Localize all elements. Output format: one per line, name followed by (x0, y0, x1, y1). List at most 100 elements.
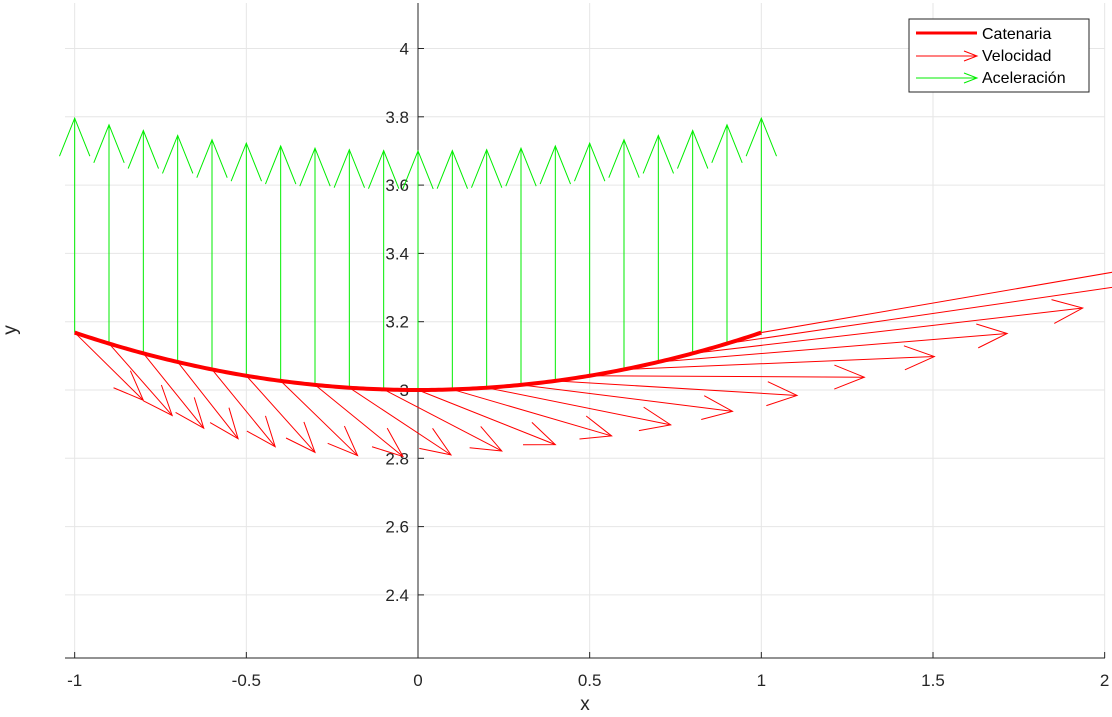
x-tick-label: 1.5 (921, 671, 945, 690)
acceleration-arrow (711, 123, 743, 344)
acceleration-arrows (59, 116, 777, 390)
velocity-arrow (726, 286, 1112, 345)
velocity-arrow (692, 299, 1085, 354)
velocity-arrow-shaft (245, 375, 316, 453)
acceleration-arrow-head (471, 148, 503, 188)
acceleration-arrow (265, 144, 297, 381)
acceleration-arrow-head (59, 116, 91, 157)
velocity-arrow-head (638, 406, 673, 432)
acceleration-arrow (676, 129, 709, 354)
acceleration-arrow (59, 116, 91, 333)
acceleration-arrow (608, 138, 640, 370)
velocity-arrow-shaft (658, 332, 1008, 363)
velocity-arrow-shaft (314, 384, 404, 457)
velocity-arrow (623, 345, 936, 371)
acceleration-arrow (299, 146, 331, 385)
axes (65, 3, 1105, 659)
acceleration-arrow-head (505, 146, 537, 187)
catenary-line (74, 330, 762, 392)
velocity-arrow-shaft (589, 375, 865, 378)
acceleration-arrow (539, 144, 571, 381)
velocity-arrow (314, 384, 404, 458)
acceleration-arrow-head (299, 146, 331, 187)
x-tick-label: -1 (67, 671, 82, 690)
legend-label-velocidad: Velocidad (982, 48, 1051, 65)
y-tick-label: 2.8 (385, 449, 409, 468)
velocity-arrow (520, 384, 734, 421)
acceleration-arrow-head (127, 129, 160, 169)
velocity-arrow (589, 364, 866, 390)
velocity-arrow-head (209, 407, 239, 440)
acceleration-arrow (471, 148, 503, 388)
velocity-arrow-head (285, 421, 316, 454)
y-tick-label: 4 (400, 40, 409, 59)
acceleration-arrow (230, 141, 262, 376)
x-axis-label: x (580, 694, 590, 715)
velocity-arrow-head (701, 395, 734, 421)
velocity-arrow-head (327, 425, 359, 457)
velocity-arrow (383, 388, 503, 452)
velocity-arrow-shaft (692, 307, 1083, 354)
velocity-arrows (74, 271, 1112, 458)
velocity-arrow (555, 380, 799, 407)
velocity-arrow-head (371, 427, 404, 458)
velocity-arrow (658, 323, 1009, 363)
velocity-arrow (211, 369, 277, 448)
velocity-arrow-shaft (108, 343, 173, 416)
acceleration-arrow-head (539, 144, 571, 185)
acceleration-arrow-head (574, 141, 606, 182)
x-ticks: -1 -0.5 0 0.5 1 1.5 2 (67, 652, 1109, 690)
y-tick-label: 2.6 (385, 518, 409, 537)
acceleration-arrow (574, 141, 606, 376)
velocity-arrow (349, 387, 453, 456)
velocity-arrow-head (976, 323, 1009, 349)
legend-label-catenaria: Catenaria (982, 26, 1051, 43)
velocity-arrow-shaft (177, 361, 239, 439)
acceleration-arrow-head (333, 148, 365, 188)
acceleration-arrow-head (162, 134, 194, 174)
velocity-arrow-shaft (417, 389, 556, 446)
y-ticks: 2.42.62.833.23.43.63.84 (385, 40, 424, 605)
acceleration-arrow-head (93, 123, 125, 163)
velocity-arrow-head (143, 384, 174, 417)
acceleration-arrow (745, 116, 777, 333)
catenary-series (74, 330, 762, 392)
acceleration-arrow (436, 149, 468, 390)
velocity-arrow-head (523, 422, 557, 446)
velocity-arrow-head (834, 364, 866, 390)
velocity-arrow (761, 271, 1112, 334)
velocity-arrow-shaft (452, 388, 612, 437)
velocity-arrow (245, 375, 316, 454)
acceleration-arrow-head (230, 141, 262, 182)
acceleration-arrow (93, 123, 125, 344)
velocity-arrow-head (766, 381, 799, 407)
y-tick-label: 2.4 (385, 586, 409, 605)
velocity-arrow (417, 389, 557, 446)
velocity-arrow (74, 332, 145, 402)
legend: Catenaria Velocidad Aceleración (908, 18, 1090, 93)
acceleration-arrow-head (745, 116, 777, 157)
acceleration-arrow (505, 146, 537, 385)
acceleration-arrow-head (676, 129, 709, 169)
velocity-arrow-head (469, 426, 503, 452)
velocity-arrow-shaft (726, 286, 1112, 345)
velocity-arrow-shaft (383, 388, 503, 452)
x-tick-label: 0.5 (578, 671, 602, 690)
acceleration-arrow-head (402, 149, 434, 190)
y-axis-label: y (0, 325, 21, 335)
velocity-arrow (486, 387, 673, 432)
x-tick-label: 2 (1100, 671, 1109, 690)
acceleration-arrow-head (436, 149, 468, 189)
x-tick-label: -0.5 (232, 671, 261, 690)
y-tick-label: 3.4 (385, 244, 409, 263)
velocity-arrow-head (419, 428, 453, 456)
legend-swatch-velocidad (916, 50, 979, 62)
acceleration-arrow (402, 149, 434, 390)
velocity-arrow-head (579, 415, 613, 440)
x-tick-label: 1 (757, 671, 766, 690)
velocity-arrow-shaft (280, 380, 358, 456)
legend-label-aceleracion: Aceleración (982, 70, 1066, 87)
velocity-arrow-head (246, 415, 277, 448)
acceleration-arrow (642, 134, 674, 362)
